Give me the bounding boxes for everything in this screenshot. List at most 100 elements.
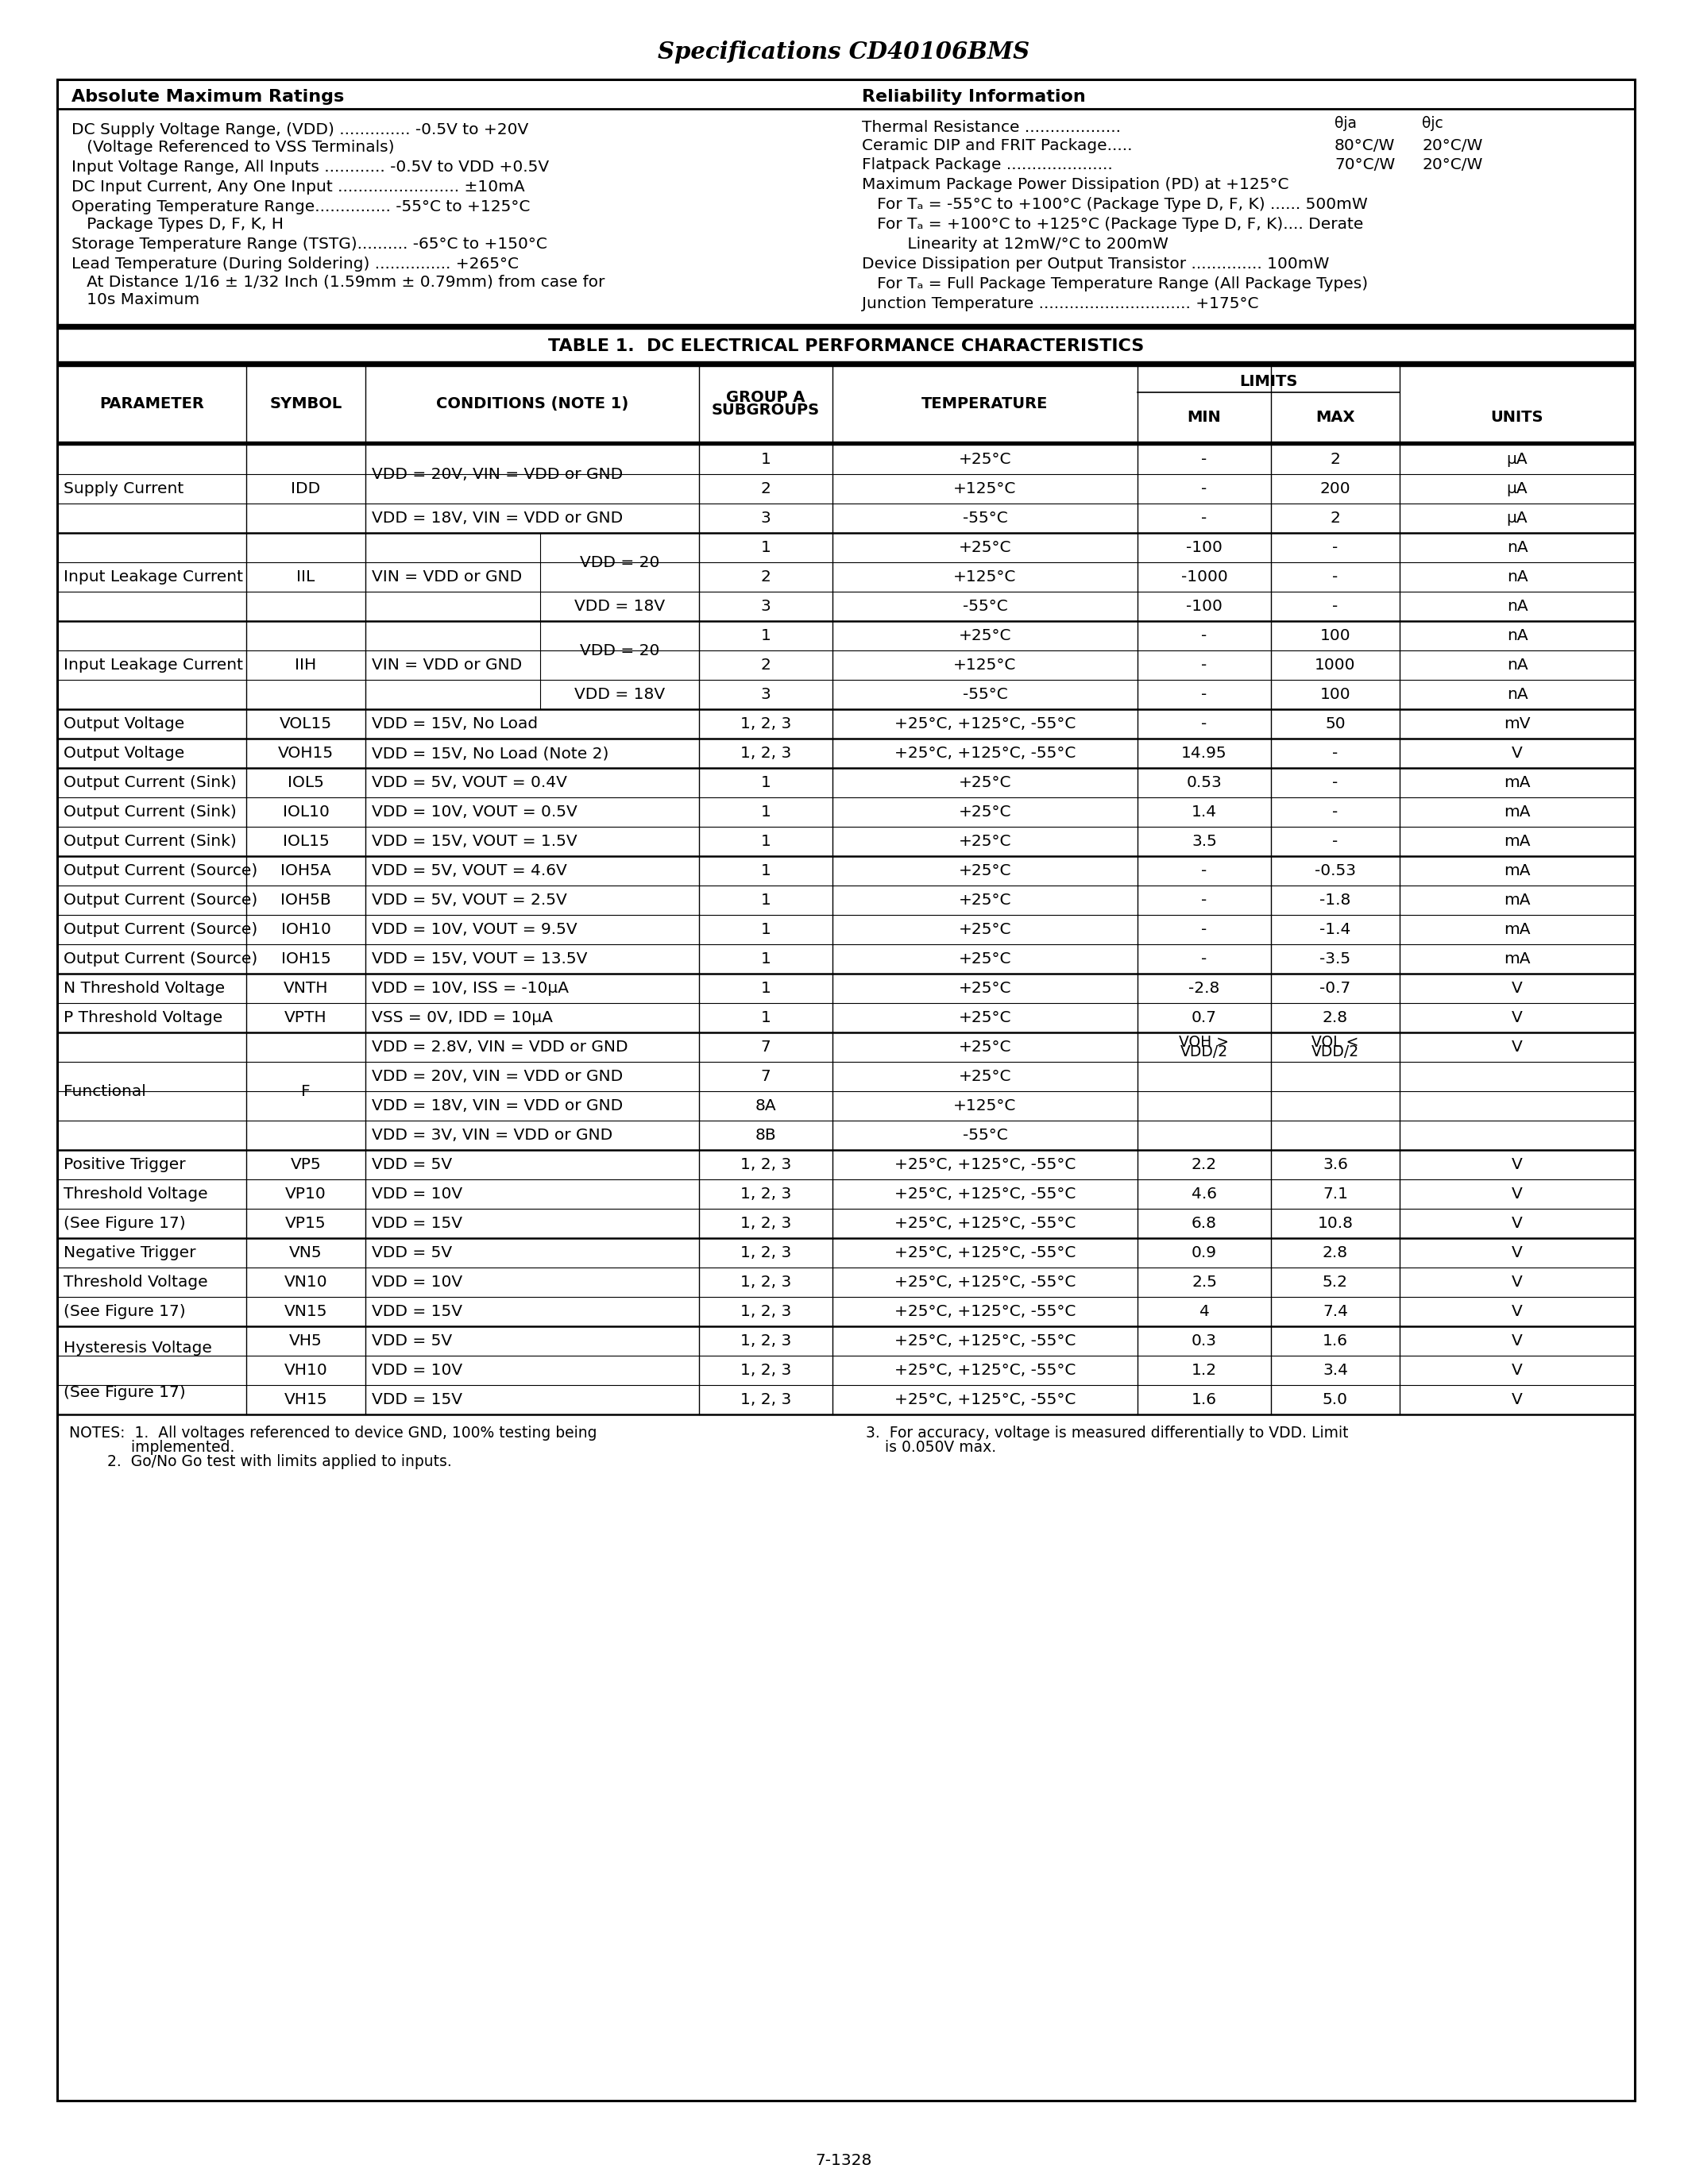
- Text: VDD = 15V: VDD = 15V: [371, 1391, 463, 1406]
- Text: 200: 200: [1320, 480, 1350, 496]
- Text: Input Voltage Range, All Inputs ............ -0.5V to VDD +0.5V: Input Voltage Range, All Inputs ........…: [71, 159, 549, 175]
- Text: mA: mA: [1504, 804, 1531, 819]
- Text: VIN = VDD or GND: VIN = VDD or GND: [371, 657, 522, 673]
- Text: nA: nA: [1507, 539, 1528, 555]
- Text: +125°C: +125°C: [954, 570, 1016, 585]
- Text: For Tₐ = -55°C to +100°C (Package Type D, F, K) ...... 500mW: For Tₐ = -55°C to +100°C (Package Type D…: [863, 197, 1367, 212]
- Text: VDD = 15V, No Load: VDD = 15V, No Load: [371, 716, 538, 732]
- Text: -55°C: -55°C: [962, 511, 1008, 526]
- Text: VOL15: VOL15: [280, 716, 333, 732]
- Text: DC Input Current, Any One Input ........................ ±10mA: DC Input Current, Any One Input ........…: [71, 179, 525, 194]
- Text: μA: μA: [1507, 452, 1528, 467]
- Text: Output Current (Sink): Output Current (Sink): [64, 804, 236, 819]
- Text: mA: mA: [1504, 952, 1531, 968]
- Text: MAX: MAX: [1315, 408, 1355, 424]
- Text: 10.8: 10.8: [1317, 1216, 1354, 1232]
- Text: VDD = 10V: VDD = 10V: [371, 1275, 463, 1291]
- Text: 2.2: 2.2: [1192, 1158, 1217, 1173]
- Text: 6.8: 6.8: [1192, 1216, 1217, 1232]
- Text: Output Voltage: Output Voltage: [64, 716, 184, 732]
- Text: implemented.: implemented.: [69, 1439, 235, 1455]
- Text: VPTH: VPTH: [285, 1011, 327, 1024]
- Text: +25°C, +125°C, -55°C: +25°C, +125°C, -55°C: [895, 1334, 1075, 1348]
- Text: -0.7: -0.7: [1320, 981, 1350, 996]
- Text: 3.5: 3.5: [1192, 834, 1217, 850]
- Text: 1.6: 1.6: [1323, 1334, 1349, 1348]
- Text: 1, 2, 3: 1, 2, 3: [741, 1245, 792, 1260]
- Text: 3: 3: [761, 511, 771, 526]
- Text: 1.2: 1.2: [1192, 1363, 1217, 1378]
- Text: (Voltage Referenced to VSS Terminals): (Voltage Referenced to VSS Terminals): [71, 140, 395, 155]
- Text: 2: 2: [761, 480, 771, 496]
- Text: -55°C: -55°C: [962, 688, 1008, 701]
- Text: -: -: [1332, 775, 1339, 791]
- Text: V: V: [1512, 1391, 1523, 1406]
- Text: mA: mA: [1504, 834, 1531, 850]
- Text: +25°C: +25°C: [959, 804, 1011, 819]
- Text: Thermal Resistance ...................: Thermal Resistance ...................: [863, 120, 1121, 135]
- Text: Maximum Package Power Dissipation (PD) at +125°C: Maximum Package Power Dissipation (PD) a…: [863, 177, 1290, 192]
- Text: VDD = 18V, VIN = VDD or GND: VDD = 18V, VIN = VDD or GND: [371, 511, 623, 526]
- Text: 5.0: 5.0: [1323, 1391, 1349, 1406]
- Text: IOL10: IOL10: [282, 804, 329, 819]
- Text: 20°C/W: 20°C/W: [1421, 138, 1482, 153]
- Text: 1: 1: [761, 804, 771, 819]
- Text: +25°C, +125°C, -55°C: +25°C, +125°C, -55°C: [895, 1363, 1075, 1378]
- Text: -: -: [1202, 716, 1207, 732]
- Text: +25°C: +25°C: [959, 863, 1011, 878]
- Text: VDD = 15V: VDD = 15V: [371, 1216, 463, 1232]
- Text: +125°C: +125°C: [954, 657, 1016, 673]
- Text: nA: nA: [1507, 629, 1528, 644]
- Text: 100: 100: [1320, 629, 1350, 644]
- Text: 2.  Go/No Go test with limits applied to inputs.: 2. Go/No Go test with limits applied to …: [69, 1455, 452, 1470]
- Text: VDD = 15V: VDD = 15V: [371, 1304, 463, 1319]
- Text: TABLE 1.  DC ELECTRICAL PERFORMANCE CHARACTERISTICS: TABLE 1. DC ELECTRICAL PERFORMANCE CHARA…: [549, 339, 1144, 354]
- Text: 14.95: 14.95: [1182, 745, 1227, 760]
- Text: +25°C: +25°C: [959, 1068, 1011, 1083]
- Text: Absolute Maximum Ratings: Absolute Maximum Ratings: [71, 90, 344, 105]
- Text: VH10: VH10: [284, 1363, 327, 1378]
- Text: 7-1328: 7-1328: [815, 2153, 873, 2169]
- Text: 1, 2, 3: 1, 2, 3: [741, 1158, 792, 1173]
- Text: 3: 3: [761, 598, 771, 614]
- Text: Output Voltage: Output Voltage: [64, 745, 184, 760]
- Text: nA: nA: [1507, 657, 1528, 673]
- Text: SYMBOL: SYMBOL: [270, 395, 343, 411]
- Text: PARAMETER: PARAMETER: [100, 395, 204, 411]
- Text: VIN = VDD or GND: VIN = VDD or GND: [371, 570, 522, 585]
- Text: MIN: MIN: [1187, 408, 1220, 424]
- Text: Linearity at 12mW/°C to 200mW: Linearity at 12mW/°C to 200mW: [863, 236, 1168, 251]
- Text: Supply Current: Supply Current: [64, 480, 184, 496]
- Text: -55°C: -55°C: [962, 1127, 1008, 1142]
- Text: -3.5: -3.5: [1320, 952, 1350, 968]
- Text: VNTH: VNTH: [284, 981, 327, 996]
- Text: +25°C: +25°C: [959, 1040, 1011, 1055]
- Text: For Tₐ = Full Package Temperature Range (All Package Types): For Tₐ = Full Package Temperature Range …: [863, 275, 1367, 290]
- Text: Output Current (Sink): Output Current (Sink): [64, 834, 236, 850]
- Text: DC Supply Voltage Range, (VDD) .............. -0.5V to +20V: DC Supply Voltage Range, (VDD) .........…: [71, 122, 528, 138]
- Text: VDD = 5V: VDD = 5V: [371, 1245, 452, 1260]
- Text: VOH15: VOH15: [279, 745, 334, 760]
- Text: μA: μA: [1507, 511, 1528, 526]
- Text: P Threshold Voltage: P Threshold Voltage: [64, 1011, 223, 1024]
- Text: Input Leakage Current: Input Leakage Current: [64, 570, 243, 585]
- Text: mA: mA: [1504, 893, 1531, 909]
- Text: θjc: θjc: [1421, 116, 1443, 131]
- Text: -: -: [1332, 570, 1339, 585]
- Text: Device Dissipation per Output Transistor .............. 100mW: Device Dissipation per Output Transistor…: [863, 256, 1328, 271]
- Text: -1.8: -1.8: [1320, 893, 1350, 909]
- Text: 20°C/W: 20°C/W: [1421, 157, 1482, 173]
- Text: 0.7: 0.7: [1192, 1011, 1217, 1024]
- Text: VN5: VN5: [289, 1245, 322, 1260]
- Text: (See Figure 17): (See Figure 17): [64, 1385, 186, 1400]
- Text: 1: 1: [761, 629, 771, 644]
- Text: 1, 2, 3: 1, 2, 3: [741, 1363, 792, 1378]
- Text: +25°C: +25°C: [959, 922, 1011, 937]
- Text: Threshold Voltage: Threshold Voltage: [64, 1275, 208, 1291]
- Text: -100: -100: [1187, 539, 1222, 555]
- Text: Negative Trigger: Negative Trigger: [64, 1245, 196, 1260]
- Text: mA: mA: [1504, 863, 1531, 878]
- Text: TEMPERATURE: TEMPERATURE: [922, 395, 1048, 411]
- Text: -: -: [1202, 893, 1207, 909]
- Text: 1, 2, 3: 1, 2, 3: [741, 745, 792, 760]
